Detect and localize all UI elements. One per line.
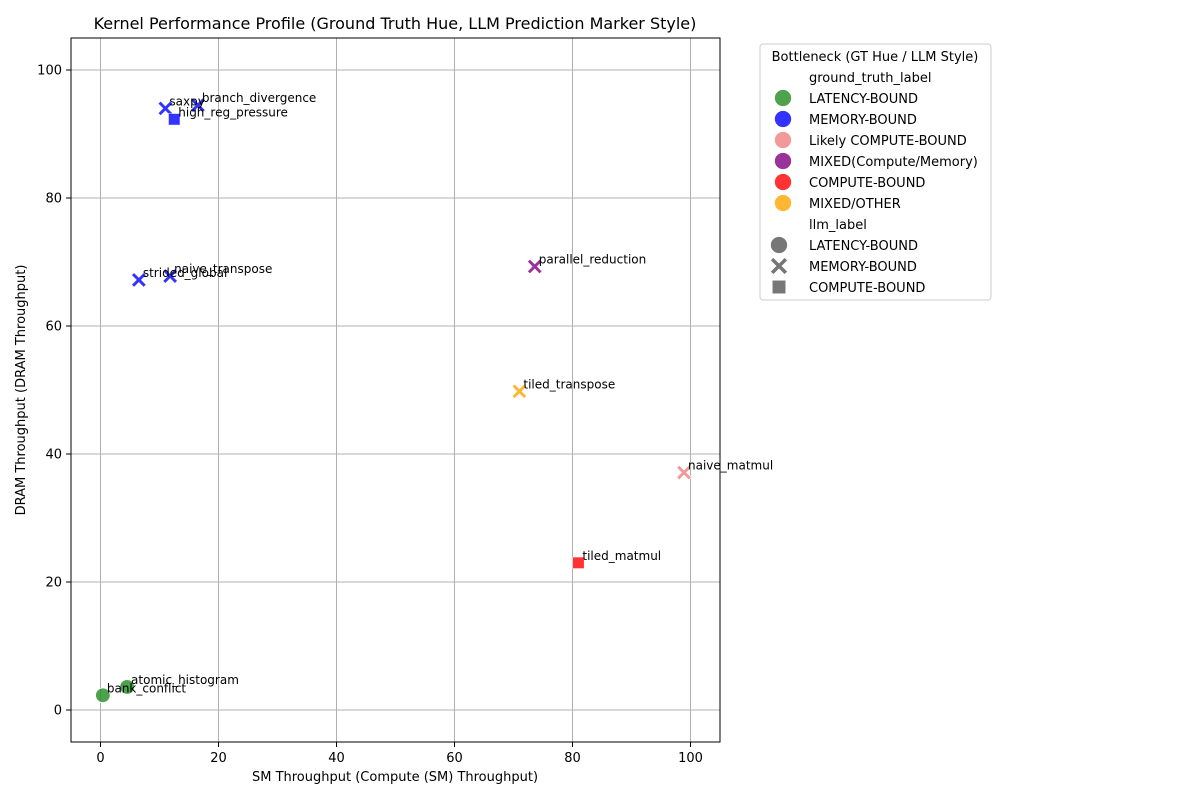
- data-points: [94, 97, 693, 704]
- point-label-high_reg_pressure: high_reg_pressure: [178, 105, 288, 119]
- legend-marker-5: [773, 193, 793, 213]
- x-tick-label: 100: [678, 751, 703, 766]
- point-label-bank_conflict: bank_conflict: [107, 681, 187, 695]
- point-tiled_transpose: [511, 383, 528, 400]
- x-tick-label: 80: [564, 751, 581, 766]
- point-label-atomic_histogram: atomic_histogram: [131, 673, 239, 687]
- legend-style-label: MEMORY-BOUND: [809, 260, 917, 275]
- legend-style-marker-2: [772, 280, 786, 294]
- legend-style-label: LATENCY-BOUND: [809, 239, 918, 254]
- legend-style-marker-1: [769, 256, 789, 276]
- point-parallel_reduction: [526, 258, 543, 275]
- legend-style-entries: LATENCY-BOUND MEMORY-BOUND COMPUTE-BOUND: [769, 235, 925, 296]
- point-strided_global: [130, 271, 147, 288]
- point-label-naive_matmul: naive_matmul: [688, 459, 773, 473]
- legend-hue-header: ground_truth_label: [809, 71, 931, 86]
- legend-marker-1: [773, 109, 793, 129]
- legend-style-marker-0: [769, 235, 789, 255]
- point-naive_matmul: [676, 464, 693, 481]
- legend-hue-label: COMPUTE-BOUND: [809, 176, 925, 191]
- y-tick-label: 100: [37, 64, 62, 79]
- point-tiled_matmul: [572, 556, 585, 569]
- x-tick-label: 20: [210, 751, 227, 766]
- point-atomic_histogram: [119, 679, 135, 695]
- legend-hue-label: LATENCY-BOUND: [809, 92, 918, 107]
- x-axis-label: SM Throughput (Compute (SM) Throughput): [252, 770, 538, 785]
- legend-hue-label: Likely COMPUTE-BOUND: [809, 134, 967, 149]
- legend-hue-label: MIXED(Compute/Memory): [809, 155, 978, 170]
- point-label-strided_global: strided_global: [143, 266, 227, 280]
- point-label-tiled_matmul: tiled_matmul: [582, 549, 661, 563]
- plot-frame: [70, 37, 721, 743]
- data-labels: saxpybranch_divergencehigh_reg_pressures…: [107, 91, 773, 695]
- y-tick-label: 0: [54, 704, 62, 719]
- legend-marker-2: [773, 130, 793, 150]
- legend: Bottleneck (GT Hue / LLM Style) ground_t…: [759, 43, 992, 301]
- y-axis-label: DRAM Throughput (DRAM Throughput): [14, 265, 29, 516]
- x-tick-label: 60: [446, 751, 463, 766]
- chart-title: Kernel Performance Profile (Ground Truth…: [94, 14, 697, 33]
- legend-style-label: COMPUTE-BOUND: [809, 281, 925, 296]
- legend-hue-label: MIXED/OTHER: [809, 197, 901, 212]
- point-naive_transpose: [162, 268, 179, 285]
- legend-marker-0: [773, 88, 793, 108]
- legend-title: Bottleneck (GT Hue / LLM Style): [772, 50, 979, 65]
- point-label-naive_transpose: naive_transpose: [174, 262, 272, 276]
- point-branch_divergence: [189, 97, 206, 114]
- legend-hue-entries: LATENCY-BOUND MEMORY-BOUND Likely COMPUTE-…: [773, 88, 978, 213]
- x-tick-label: 40: [328, 751, 345, 766]
- grid: [71, 38, 720, 742]
- y-tick-label: 80: [45, 192, 62, 207]
- legend-style-header: llm_label: [809, 218, 867, 233]
- legend-marker-3: [773, 151, 793, 171]
- legend-marker-4: [773, 172, 793, 192]
- point-high_reg_pressure: [168, 113, 181, 126]
- y-tick-label: 20: [45, 576, 62, 591]
- y-tick-label: 40: [45, 448, 62, 463]
- y-axis-ticks: 0 20 40 60 80 100: [37, 64, 71, 719]
- legend-frame: [759, 43, 992, 301]
- point-label-parallel_reduction: parallel_reduction: [539, 252, 647, 266]
- legend-hue-label: MEMORY-BOUND: [809, 113, 917, 128]
- point-label-saxpy: saxpy: [169, 94, 204, 108]
- x-axis-ticks: 0 20 40 60 80 100: [96, 742, 703, 766]
- point-label-tiled_transpose: tiled_transpose: [523, 377, 615, 391]
- point-bank_conflict: [94, 687, 111, 704]
- point-label-branch_divergence: branch_divergence: [202, 91, 316, 105]
- y-tick-label: 60: [45, 320, 62, 335]
- x-tick-label: 0: [96, 751, 104, 766]
